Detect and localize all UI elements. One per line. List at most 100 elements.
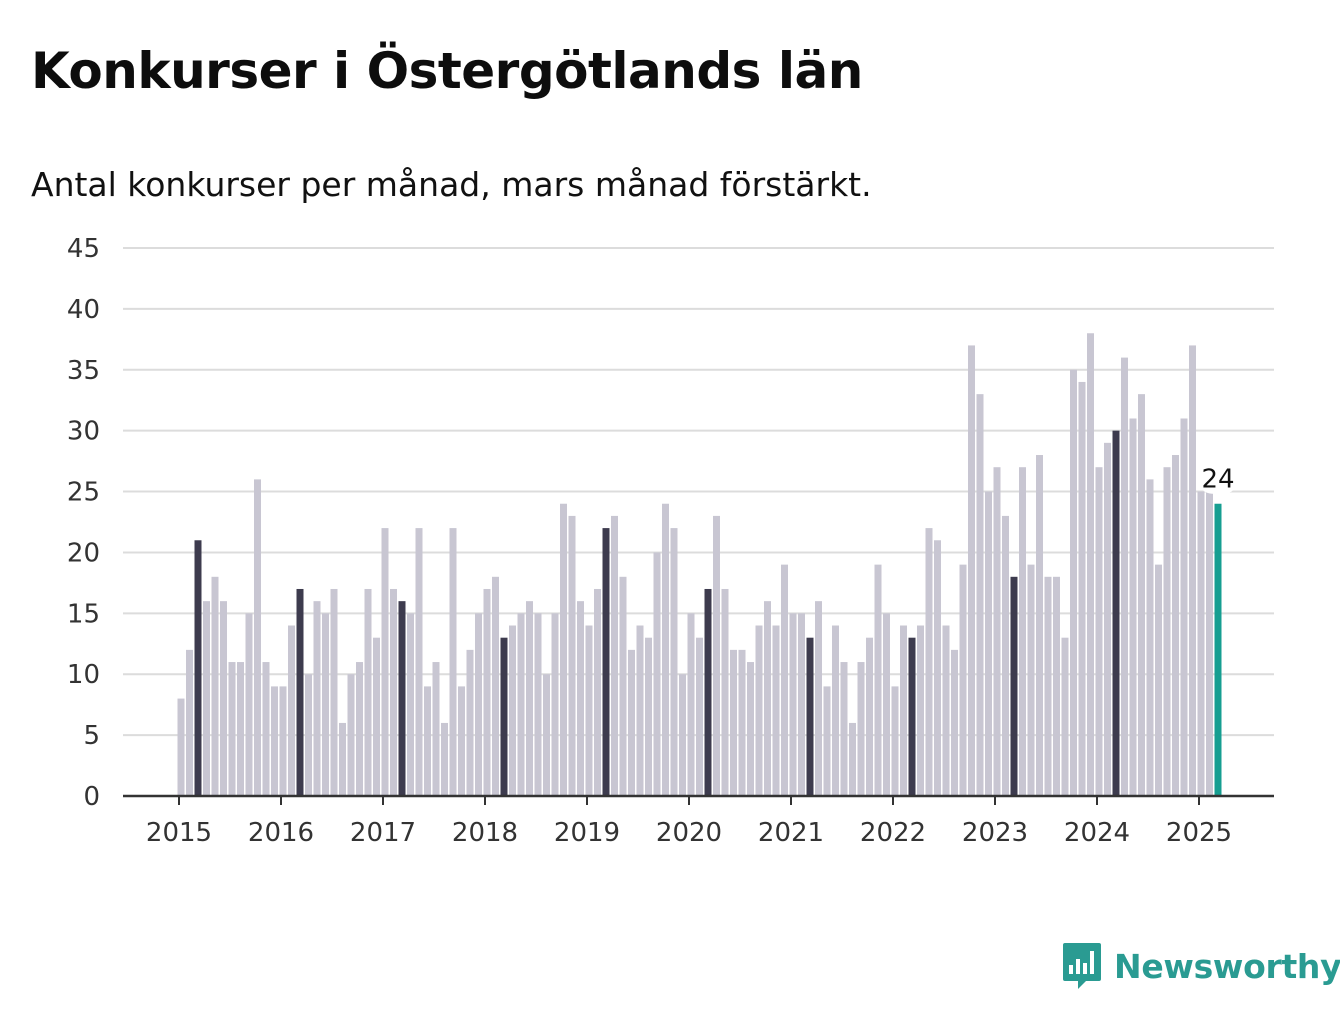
bar	[1112, 430, 1120, 796]
bar	[228, 662, 236, 796]
x-tick-label: 2017	[350, 818, 416, 848]
bar	[492, 576, 499, 796]
bar	[755, 625, 763, 796]
bar	[517, 613, 525, 796]
bar	[951, 649, 958, 796]
bar	[543, 674, 550, 796]
y-tick-label: 30	[67, 417, 100, 447]
bar	[1146, 479, 1154, 796]
bar	[1036, 455, 1043, 796]
bar	[653, 552, 661, 796]
bars	[177, 333, 1222, 796]
bar	[993, 467, 1001, 796]
bar	[874, 564, 882, 796]
bar	[942, 625, 950, 796]
bar	[1078, 381, 1086, 796]
bar	[840, 662, 848, 796]
bar	[594, 588, 601, 796]
bar	[356, 662, 363, 796]
bar	[398, 601, 406, 796]
bar	[449, 528, 457, 796]
x-tick-label: 2019	[554, 818, 620, 848]
bar	[781, 564, 788, 796]
bar	[271, 686, 278, 796]
bar	[577, 601, 584, 796]
bar	[1206, 491, 1213, 796]
bar	[1044, 576, 1052, 796]
bar	[296, 588, 304, 796]
y-axis-ticks: 0 5 10 15 20 25 30 35 40 45	[67, 234, 100, 812]
bar	[798, 613, 805, 796]
bar	[815, 601, 822, 796]
bar	[1163, 467, 1171, 796]
bar	[730, 649, 737, 796]
bar	[1180, 418, 1188, 796]
x-tick-label: 2021	[758, 818, 824, 848]
bar	[645, 637, 652, 796]
bar	[458, 686, 465, 796]
bar	[245, 613, 253, 796]
bar	[381, 528, 389, 796]
bar	[279, 686, 287, 796]
bar	[1129, 418, 1137, 796]
bar	[832, 625, 839, 796]
bar	[917, 625, 924, 796]
bar	[908, 637, 916, 796]
bar	[475, 613, 482, 796]
bar	[254, 479, 261, 796]
bar	[186, 649, 193, 796]
bar	[1053, 576, 1060, 796]
bar	[237, 662, 244, 796]
bar	[738, 649, 746, 796]
y-tick-label: 45	[67, 234, 100, 264]
data-label-background	[1198, 461, 1238, 494]
bar	[194, 540, 202, 796]
y-tick-label: 5	[83, 721, 100, 751]
bar	[670, 528, 678, 796]
bar	[1095, 467, 1103, 796]
bar	[466, 649, 474, 796]
x-tick-label: 2022	[860, 818, 926, 848]
bar	[1070, 369, 1077, 796]
bar	[1155, 564, 1162, 796]
bar	[483, 588, 491, 796]
bar	[534, 613, 542, 796]
bar	[628, 649, 635, 796]
bar	[704, 588, 712, 796]
bar	[968, 345, 975, 796]
bar	[220, 601, 227, 796]
bar	[823, 686, 831, 796]
bar	[441, 722, 448, 796]
x-tick-label: 2015	[146, 818, 212, 848]
bar	[347, 674, 355, 796]
bar	[679, 674, 686, 796]
bar	[1002, 515, 1009, 796]
bar	[721, 588, 729, 796]
chart-subtitle: Antal konkurser per månad, mars månad fö…	[31, 165, 872, 204]
bar	[500, 637, 508, 796]
bar	[985, 491, 992, 796]
bar	[288, 625, 295, 796]
bar	[976, 394, 984, 796]
bar	[509, 625, 516, 796]
bar	[390, 588, 397, 796]
bar	[305, 674, 312, 796]
chart-title: Konkurser i Östergötlands län	[31, 42, 863, 100]
y-tick-label: 35	[67, 356, 100, 386]
bar	[925, 528, 933, 796]
x-tick-label: 2023	[962, 818, 1028, 848]
bar	[585, 625, 593, 796]
bar	[262, 662, 270, 796]
bar	[424, 686, 431, 796]
bar	[789, 613, 797, 796]
bar	[313, 601, 321, 796]
bar	[560, 503, 567, 796]
bar	[211, 576, 219, 796]
bar	[713, 515, 720, 796]
data-label: 24	[1201, 465, 1234, 495]
bar	[959, 564, 967, 796]
x-tick-label: 2018	[452, 818, 518, 848]
x-tick-label: 2025	[1166, 818, 1232, 848]
bar	[330, 588, 338, 796]
